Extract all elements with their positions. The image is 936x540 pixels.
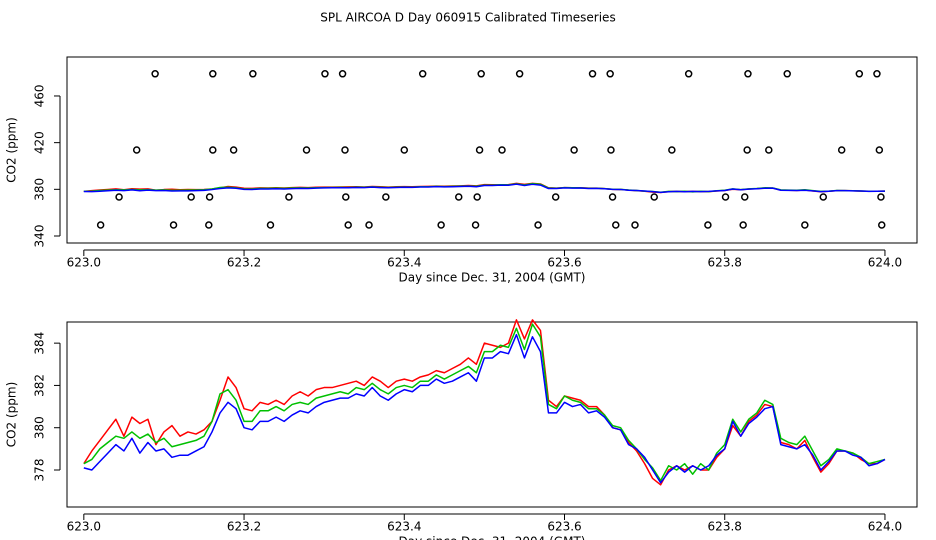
y-tick-label: 420 xyxy=(33,131,47,154)
reference-point xyxy=(115,193,123,201)
x-axis-label: Day since Dec. 31, 2004 (GMT) xyxy=(399,535,586,540)
y-tick-label: 340 xyxy=(33,225,47,248)
co2-line xyxy=(83,323,886,482)
y-axis-label: CO2 (ppm) xyxy=(5,117,19,183)
reference-point xyxy=(151,70,159,78)
x-tick-label: 623.8 xyxy=(708,256,742,270)
reference-point xyxy=(229,146,238,154)
reference-point xyxy=(570,146,578,154)
reference-point xyxy=(819,193,828,201)
figure-title: SPL AIRCOA D Day 060915 Calibrated Times… xyxy=(320,11,615,25)
reference-point xyxy=(342,193,350,201)
y-tick-label: 384 xyxy=(33,332,47,355)
x-tick-label: 623.2 xyxy=(227,256,261,270)
reference-point xyxy=(473,193,481,201)
reference-point xyxy=(455,193,463,201)
reference-point xyxy=(704,221,712,229)
reference-point xyxy=(169,221,178,229)
reference-point xyxy=(400,146,409,154)
x-axis-label: Day since Dec. 31, 2004 (GMT) xyxy=(399,271,586,285)
reference-point xyxy=(382,193,390,201)
reference-point xyxy=(475,146,484,154)
reference-point xyxy=(631,221,639,229)
x-tick-label: 623.8 xyxy=(708,520,742,534)
reference-point xyxy=(606,70,614,78)
reference-point xyxy=(471,221,480,229)
reference-point xyxy=(515,70,524,78)
reference-point xyxy=(877,193,885,201)
reference-point xyxy=(765,146,773,154)
reference-point xyxy=(744,70,752,78)
reference-point xyxy=(608,193,617,201)
x-tick-label: 623.2 xyxy=(227,520,261,534)
y-tick-label: 460 xyxy=(33,85,47,108)
co2-line xyxy=(83,183,885,194)
reference-point xyxy=(209,70,217,78)
reference-point xyxy=(205,193,214,201)
y-tick-label: 378 xyxy=(33,459,47,482)
reference-point xyxy=(684,70,693,78)
reference-point xyxy=(249,70,257,78)
reference-point xyxy=(783,70,791,78)
reference-point xyxy=(132,146,141,154)
co2-line xyxy=(83,319,886,486)
y-tick-label: 380 xyxy=(33,178,47,201)
reference-point xyxy=(534,221,542,229)
plot-frame xyxy=(66,321,918,508)
reference-point xyxy=(302,146,311,154)
x-tick-label: 624.0 xyxy=(868,256,902,270)
reference-point xyxy=(588,70,597,78)
x-tick-label: 623.0 xyxy=(67,520,101,534)
x-tick-label: 623.6 xyxy=(547,520,581,534)
y-tick-label: 380 xyxy=(33,416,47,439)
reference-point xyxy=(437,221,445,229)
reference-point xyxy=(741,193,749,201)
x-tick-label: 623.4 xyxy=(387,520,421,534)
reference-point xyxy=(96,221,105,229)
plot-frame xyxy=(66,56,918,244)
reference-point xyxy=(650,193,658,201)
reference-point xyxy=(341,146,349,154)
reference-point xyxy=(187,193,195,201)
reference-point xyxy=(739,221,747,229)
reference-point xyxy=(498,146,506,154)
reference-point xyxy=(721,193,730,201)
reference-point xyxy=(801,221,809,229)
reference-point xyxy=(668,146,676,154)
x-tick-label: 624.0 xyxy=(868,520,902,534)
reference-point xyxy=(365,221,373,229)
co2-line xyxy=(83,333,886,484)
reference-point xyxy=(266,221,275,229)
y-tick-label: 382 xyxy=(33,374,47,397)
reference-point xyxy=(743,146,751,154)
reference-point xyxy=(477,70,485,78)
x-tick-label: 623.6 xyxy=(547,256,581,270)
reference-point xyxy=(418,70,427,78)
reference-point xyxy=(209,146,217,154)
reference-point xyxy=(837,146,846,154)
reference-point xyxy=(321,70,329,78)
reference-point xyxy=(873,70,881,78)
reference-point xyxy=(285,193,293,201)
x-tick-label: 623.4 xyxy=(387,256,421,270)
reference-point xyxy=(607,146,615,154)
reference-point xyxy=(855,70,864,78)
reference-point xyxy=(875,146,884,154)
reference-point xyxy=(878,221,886,229)
reference-point xyxy=(612,221,620,229)
x-tick-label: 623.0 xyxy=(67,256,101,270)
y-axis-label: CO2 (ppm) xyxy=(5,382,19,448)
reference-point xyxy=(551,193,560,201)
reference-point xyxy=(338,70,347,78)
reference-point xyxy=(205,221,213,229)
reference-point xyxy=(344,221,352,229)
